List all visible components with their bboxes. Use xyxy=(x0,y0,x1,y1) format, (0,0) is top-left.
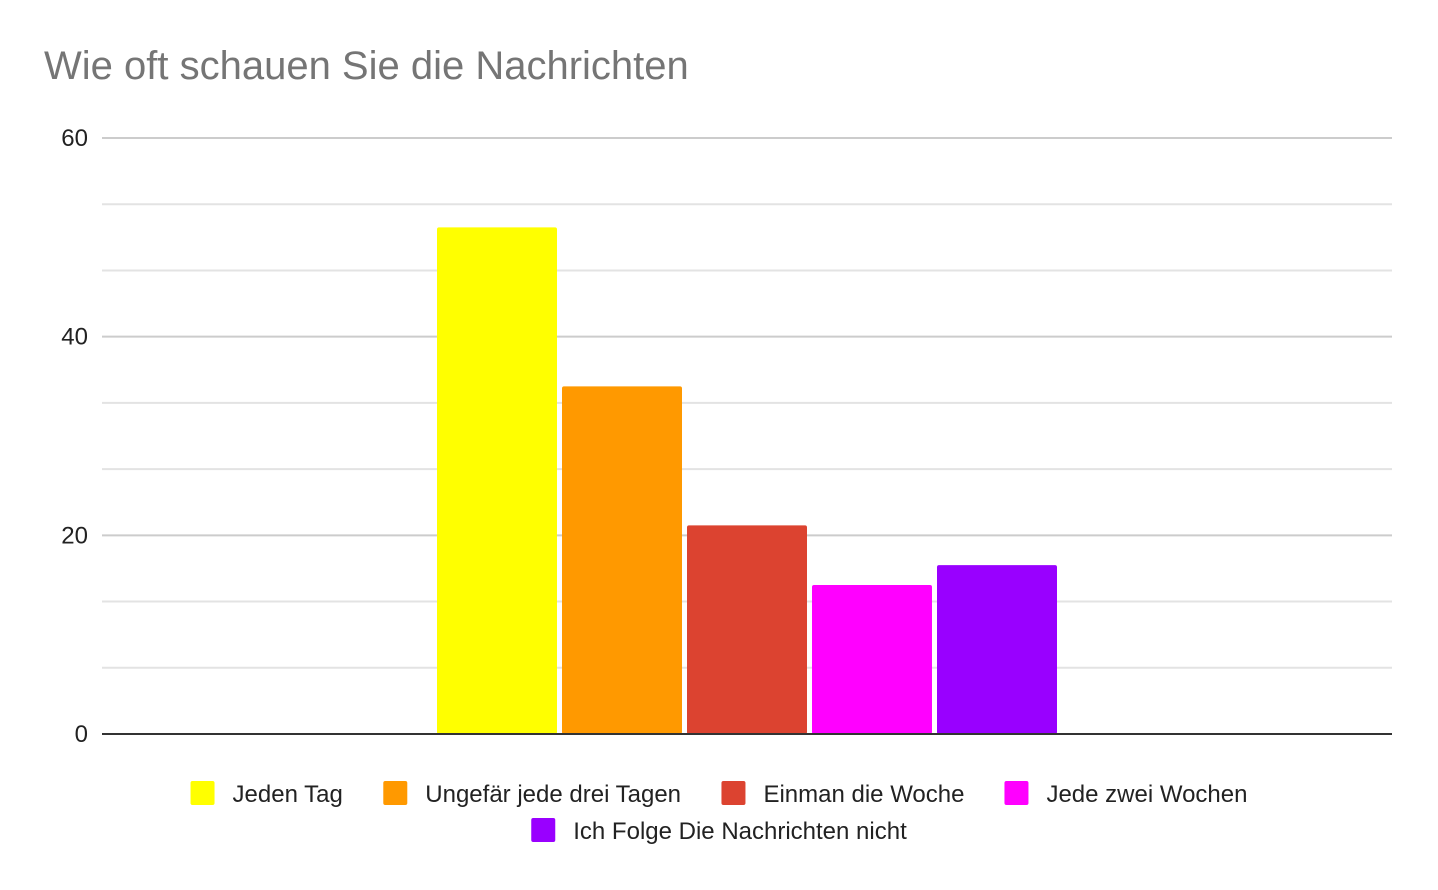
legend-swatch xyxy=(190,781,215,805)
legend-item: Jede zwei Wochen xyxy=(1004,781,1247,808)
legend-item: Ungefär jede drei Tagen xyxy=(383,781,681,808)
y-tick-label: 20 xyxy=(61,522,88,549)
bar-5 xyxy=(937,565,1057,734)
legend-item: Jeden Tag xyxy=(190,781,343,808)
legend-label: Einman die Woche xyxy=(763,781,964,808)
bar-1 xyxy=(437,227,557,734)
legend-item: Einman die Woche xyxy=(721,781,964,808)
y-tick-label: 40 xyxy=(61,324,88,351)
legend-swatch xyxy=(721,781,746,805)
legend-label: Ich Folge Die Nachrichten nicht xyxy=(573,818,907,845)
legend-swatch xyxy=(531,818,556,842)
legend: Jeden Tag Ungefär jede drei Tagen Einman d… xyxy=(190,781,1247,845)
bar-2 xyxy=(562,386,682,734)
legend-label: Jede zwei Wochen xyxy=(1046,781,1247,808)
bars xyxy=(437,227,1057,734)
legend-label: Jeden Tag xyxy=(233,781,343,808)
bar-3 xyxy=(687,525,807,734)
bar-4 xyxy=(812,585,932,734)
y-tick-label: 60 xyxy=(61,125,88,152)
legend-swatch xyxy=(383,781,408,805)
chart-title: Wie oft schauen Sie die Nachrichten xyxy=(44,44,689,88)
legend-label: Ungefär jede drei Tagen xyxy=(425,781,681,808)
legend-item: Ich Folge Die Nachrichten nicht xyxy=(531,818,907,845)
axes: 0 20 40 60 xyxy=(61,125,1392,748)
legend-swatch xyxy=(1004,781,1029,805)
y-tick-label: 0 xyxy=(75,721,88,748)
